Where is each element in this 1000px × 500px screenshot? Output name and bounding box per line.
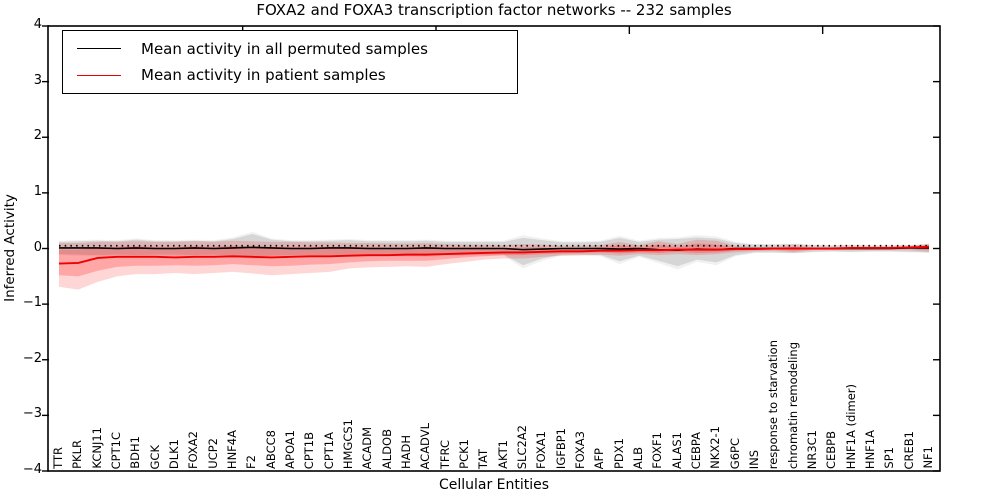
x-tick-label: NR3C1	[805, 429, 819, 469]
y-tick-label: −4	[22, 462, 42, 477]
x-tick-label: HNF4A	[225, 429, 239, 469]
x-tick-label: CEBPA	[689, 431, 703, 469]
legend-line-patient	[77, 74, 121, 76]
x-tick-label: F2	[244, 455, 259, 469]
x-tick-label: ACADVL	[418, 422, 433, 470]
legend: Mean activity in all permuted samples Me…	[62, 30, 518, 94]
x-tick-label: SLC2A2	[515, 424, 529, 469]
x-tick-label: PKLR	[70, 440, 85, 469]
x-tick-label: PDX1	[611, 438, 626, 469]
legend-entry-patient: Mean activity in patient samples	[77, 66, 517, 84]
y-tick-label: 1	[33, 183, 42, 199]
x-tick-label: UCP2	[205, 438, 220, 469]
patient-mean-line	[58, 245, 930, 265]
x-tick-label: HADH	[399, 434, 413, 469]
x-tick-label: ABCC8	[263, 430, 278, 469]
legend-entry-permuted: Mean activity in all permuted samples	[77, 40, 517, 58]
y-tick-label: 3	[33, 72, 42, 88]
x-axis-label: Cellular Entities	[438, 477, 550, 493]
x-tick-label: APOA1	[283, 430, 297, 469]
x-tick-label: NF1	[921, 446, 935, 469]
x-tick-label: HNF1A	[863, 429, 877, 469]
legend-label-permuted: Mean activity in all permuted samples	[141, 39, 428, 58]
x-tick-label: SP1	[882, 447, 897, 469]
x-tick-label: BDH1	[128, 436, 143, 469]
legend-line-permuted	[77, 48, 121, 50]
x-tick-label: HNF1A (dimer)	[843, 383, 858, 469]
x-tick-label: CPT1C	[109, 431, 123, 469]
x-tick-label: CREB1	[901, 430, 916, 470]
x-tick-label: HMGCS1	[341, 418, 355, 469]
x-tick-label: FOXA2	[186, 431, 201, 469]
y-tick-label: 2	[33, 128, 42, 144]
chart-title: FOXA2 and FOXA3 transcription factor net…	[256, 1, 732, 19]
permuted-band-halo	[59, 231, 929, 270]
patient-band-outer	[59, 239, 929, 290]
x-tick-label: ALAS1	[669, 431, 684, 469]
x-tick-label: AFP	[592, 447, 607, 469]
x-tick-label: IGFBP1	[553, 427, 568, 469]
x-tick-label: CPT1B	[302, 431, 317, 469]
y-tick-label: −1	[22, 295, 42, 311]
y-tick-label: −2	[22, 350, 42, 366]
x-tick-label: GCK	[147, 444, 162, 469]
x-tick-label: ALDOB	[379, 428, 394, 469]
x-tick-label: chromatin remodeling	[785, 341, 800, 469]
legend-label-patient: Mean activity in patient samples	[141, 66, 386, 85]
x-tick-label: CPT1A	[321, 431, 336, 469]
x-tick-label: KCNJ11	[89, 427, 104, 469]
x-tick-label: TAT	[476, 448, 491, 469]
x-tick-label: TFRC	[437, 439, 452, 469]
y-tick-label: −3	[22, 406, 42, 422]
x-tick-label: FOXF1	[650, 432, 665, 469]
x-tick-label: PCK1	[457, 439, 471, 469]
y-tick-label: 0	[33, 239, 42, 255]
x-tick-label: G6PC	[727, 437, 742, 469]
x-tick-label: response to starvation	[766, 339, 781, 469]
x-tick-label: ACADM	[360, 426, 375, 469]
patient-band-inner	[59, 243, 929, 277]
x-tick-label: INS	[747, 449, 761, 469]
x-tick-label: FOXA1	[534, 431, 549, 469]
x-tick-label: NKX2-1	[708, 426, 723, 469]
x-tick-label: AKT1	[495, 440, 510, 469]
y-tick-label: 4	[33, 17, 42, 32]
x-tick-label: FOXA3	[573, 431, 587, 469]
x-tick-label: ALB	[631, 446, 645, 469]
x-tick-label: TTR	[51, 447, 65, 469]
x-tick-label: DLK1	[167, 438, 181, 469]
x-tick-label: CEBPB	[824, 430, 839, 469]
permuted-band	[59, 234, 929, 267]
